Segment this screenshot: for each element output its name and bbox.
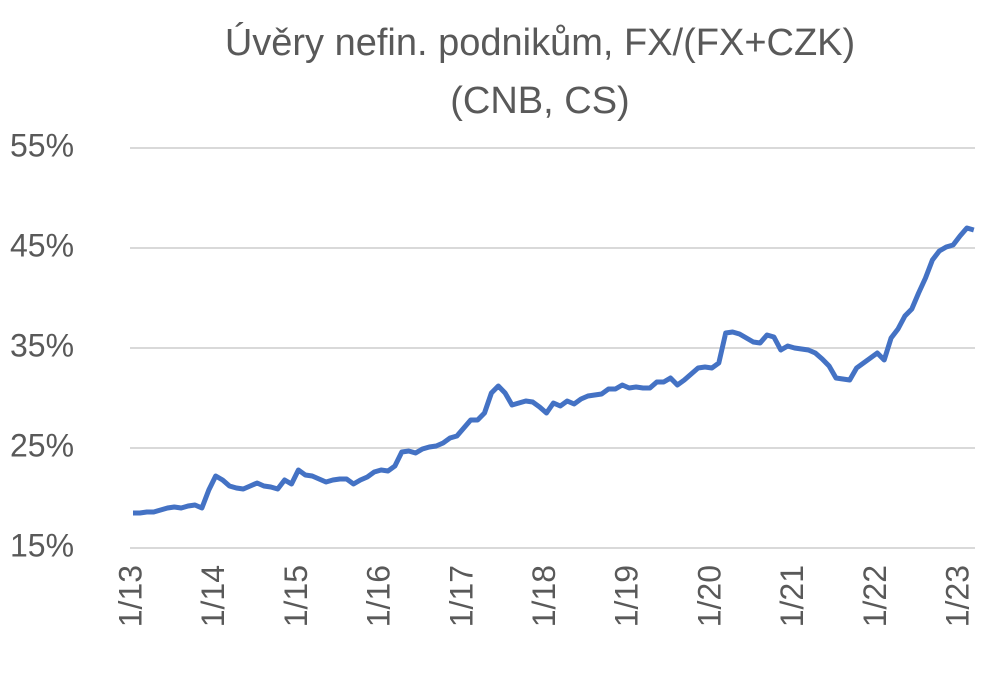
x-tick-label: 1/15 — [278, 565, 314, 627]
data-line — [133, 225, 975, 516]
x-tick-label: 1/21 — [774, 565, 810, 627]
x-tick-label: 1/13 — [112, 565, 148, 627]
y-tick-label: 45% — [10, 227, 74, 263]
y-tick-label: 55% — [10, 127, 74, 163]
chart-title: Úvěry nefin. podnikům, FX/(FX+CZK) — [225, 21, 855, 64]
x-tick-label: 1/14 — [195, 565, 231, 627]
chart-subtitle: (CNB, CS) — [450, 80, 629, 122]
x-tick-label: 1/18 — [526, 565, 562, 627]
y-tick-label: 35% — [10, 327, 74, 363]
x-tick-label: 1/16 — [361, 565, 397, 627]
x-tick-label: 1/23 — [939, 565, 975, 627]
x-tick-label: 1/17 — [443, 565, 479, 627]
x-tick-label: 1/19 — [609, 565, 645, 627]
y-tick-label: 25% — [10, 427, 74, 463]
x-tick-label: 1/20 — [691, 565, 727, 627]
y-tick-label: 15% — [10, 527, 74, 563]
x-tick-label: 1/22 — [857, 565, 893, 627]
